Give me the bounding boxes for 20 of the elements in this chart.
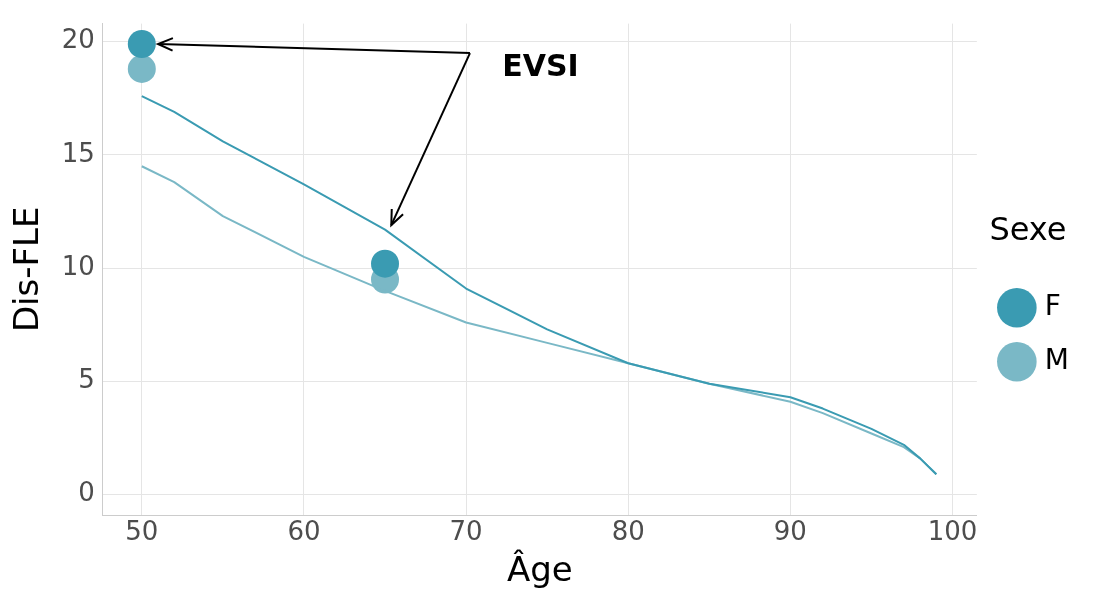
y-tick-label: 0 (78, 477, 95, 508)
y-tick-label: 5 (78, 364, 95, 395)
x-tick-label: 60 (287, 516, 321, 547)
x-tick-label: 70 (449, 516, 483, 547)
y-tick-label: 10 (61, 250, 95, 281)
point (371, 249, 400, 278)
x-tick-label: 80 (611, 516, 645, 547)
legend-label: M (1044, 342, 1070, 376)
y-axis-title: Dis-FLE (6, 206, 47, 333)
y-tick-label: 20 (61, 24, 95, 55)
annotation: EVSI (502, 47, 579, 83)
legend-label: F (1044, 288, 1061, 322)
point (127, 29, 156, 58)
x-axis-title: Âge (506, 549, 573, 590)
x-tick-label: 50 (125, 516, 159, 547)
x-tick-label: 100 (927, 516, 978, 547)
legend-title: Sexe (989, 209, 1067, 248)
x-tick-label: 90 (773, 516, 807, 547)
y-tick-label: 15 (61, 137, 95, 168)
point (127, 54, 156, 83)
